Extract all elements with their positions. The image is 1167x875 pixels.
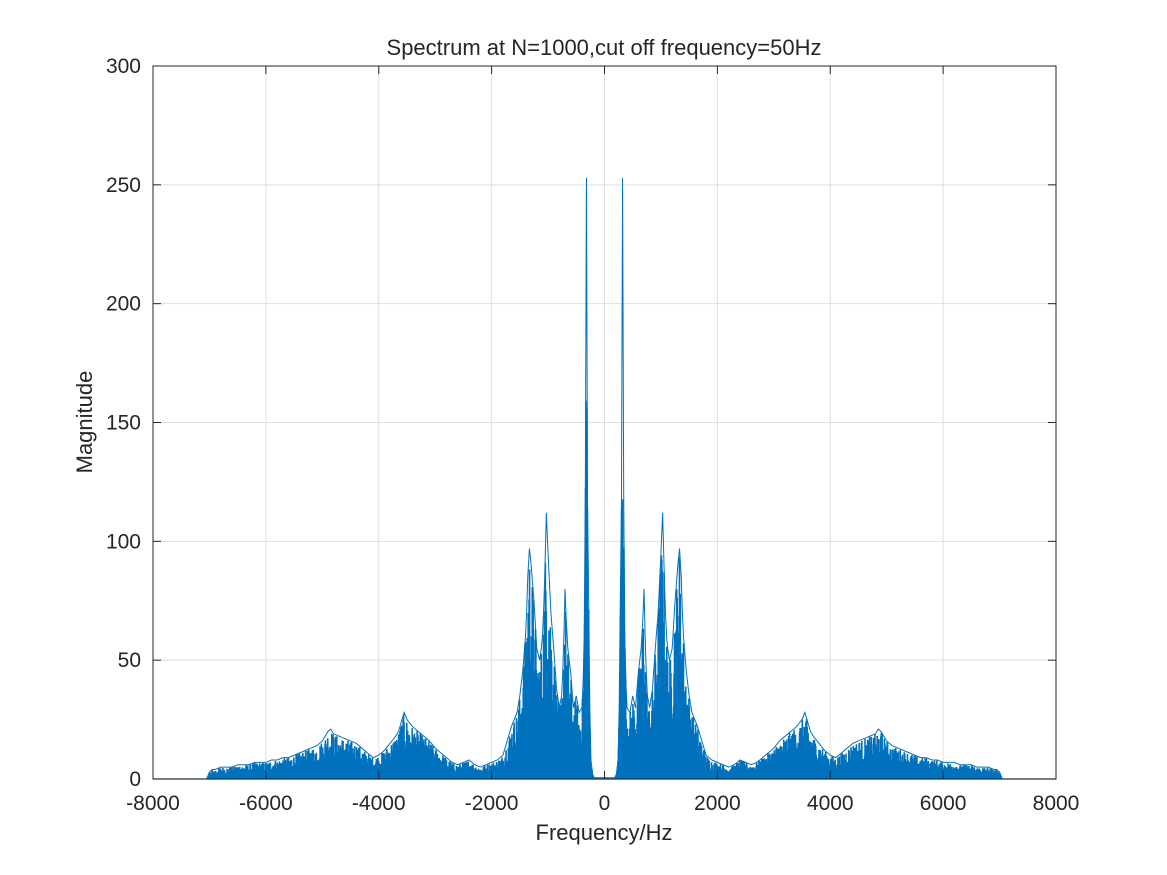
x-tick-label: -6000 [239, 792, 293, 815]
x-tick-label: 0 [599, 792, 611, 815]
y-tick-label: 100 [106, 530, 141, 553]
axis-ticks [152, 65, 1057, 780]
x-tick-label: -2000 [465, 792, 519, 815]
spectrum-bars [205, 400, 1004, 779]
x-tick-label: 8000 [1033, 792, 1080, 815]
y-tick-label: 150 [106, 412, 141, 435]
x-tick-label: -8000 [126, 792, 180, 815]
y-axis-label: Magnitude [72, 371, 97, 474]
x-tick-label: 4000 [807, 792, 854, 815]
x-tick-labels: -8000 -6000 -4000 -2000 0 2000 4000 6000 8000 [126, 792, 1079, 815]
y-tick-label: 50 [118, 649, 141, 672]
y-tick-label: 250 [106, 174, 141, 197]
grid-lines [153, 66, 1056, 779]
x-axis-label: Frequency/Hz [536, 820, 673, 845]
x-tick-label: 6000 [920, 792, 967, 815]
chart-title: Spectrum at N=1000,cut off frequency=50H… [387, 35, 822, 60]
x-tick-label: -4000 [352, 792, 406, 815]
y-tick-labels: 0 50 100 150 200 250 300 [106, 55, 141, 791]
y-tick-label: 300 [106, 55, 141, 78]
y-tick-label: 0 [129, 768, 141, 791]
y-tick-label: 200 [106, 293, 141, 316]
x-tick-label: 2000 [694, 792, 741, 815]
